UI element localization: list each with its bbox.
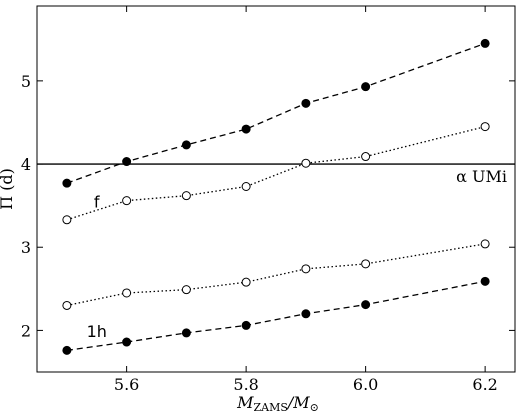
series-2-point [122, 288, 132, 298]
series-2-point [181, 285, 191, 295]
alpha-umi-label: α UMi [456, 167, 507, 186]
ticks-layer: 5.6 5.8 6.0 6.2 2 3 4 5 [21, 6, 515, 394]
y-tick-label: 4 [21, 155, 31, 174]
x-axis-label-sun-subscript: ⊙ [310, 401, 319, 414]
x-axis-label-subscript: ZAMS [254, 401, 288, 414]
annotations-layer: f 1h [87, 192, 107, 341]
series-3-point [301, 309, 311, 319]
series-line-1 [66, 125, 486, 221]
x-tick-label: 6.0 [353, 375, 378, 394]
series-1-point [301, 158, 311, 168]
series-1-point [361, 152, 371, 162]
y-tick-label: 2 [21, 321, 31, 340]
y-tick-label: 5 [21, 72, 31, 91]
x-tick-label: 5.6 [114, 375, 139, 394]
series-0-point [241, 124, 251, 134]
series-3-point [62, 345, 72, 355]
mode-label: 1h [87, 322, 107, 341]
x-tick-label: 5.8 [233, 375, 258, 394]
series-2-point [480, 239, 490, 249]
mode-label: f [94, 192, 100, 211]
series-0-point [122, 157, 132, 167]
series-0-point [62, 178, 72, 188]
x-axis-label-main: M [236, 393, 254, 412]
series-2-point [301, 264, 311, 274]
series-1-point [122, 196, 132, 206]
series-1-point [480, 122, 490, 132]
series-3-point [181, 328, 191, 338]
series-3-point [122, 337, 132, 347]
series-0-point [361, 82, 371, 92]
series-0-point [480, 38, 490, 48]
series-1-point [181, 191, 191, 201]
series-0-point [301, 98, 311, 108]
series-3-point [480, 276, 490, 286]
series-3-point [361, 300, 371, 310]
plot-frame [36, 5, 516, 373]
series-0-point [181, 140, 191, 150]
y-axis-label: Π (d) [0, 168, 16, 210]
series-1-point [62, 215, 72, 225]
y-tick-label: 3 [21, 238, 31, 257]
x-tick-label: 6.2 [472, 375, 497, 394]
series-1-point [241, 182, 251, 192]
series-2-point [361, 259, 371, 269]
series-2-point [62, 300, 72, 310]
series-3-point [241, 320, 251, 330]
x-axis-label: MZAMS/M⊙ [236, 393, 319, 414]
series-layer [62, 38, 490, 355]
series-2-point [241, 277, 251, 287]
x-axis-label-rest: /M [286, 393, 310, 412]
